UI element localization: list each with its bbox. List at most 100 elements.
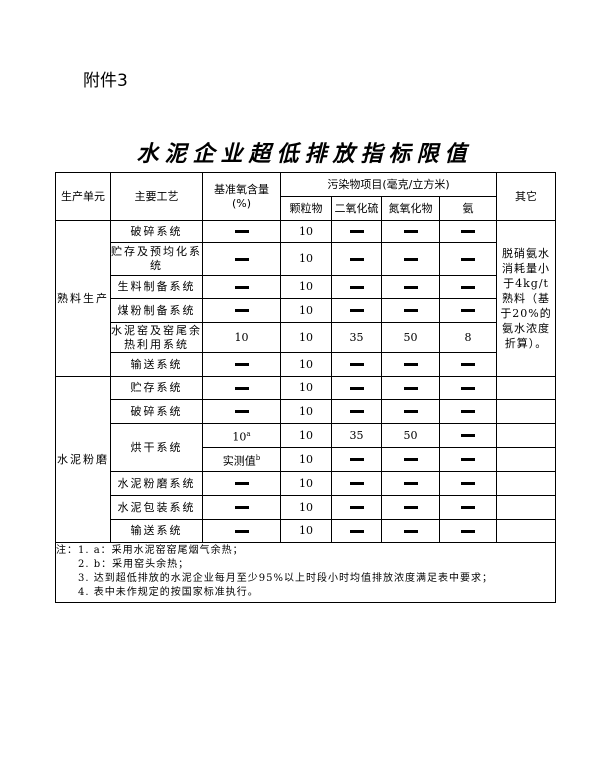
value-cell: 10a	[202, 423, 281, 448]
dash-mark	[234, 285, 249, 289]
process-cell: 贮存系统	[110, 376, 203, 400]
dash-mark	[403, 458, 418, 461]
value-none	[202, 275, 281, 299]
value-none	[331, 519, 382, 543]
table-row: 生料制备系统 10	[56, 275, 556, 299]
value-none	[438, 275, 498, 299]
value-none	[202, 519, 281, 543]
dash-mark	[234, 309, 249, 312]
other-cell-empty	[496, 447, 557, 472]
value-none	[438, 447, 498, 472]
process-cell: 输送系统	[110, 519, 203, 543]
dash-mark	[403, 386, 418, 390]
value-text: 8	[464, 330, 472, 344]
dash-mark	[461, 363, 476, 366]
value-none	[438, 220, 498, 243]
dash-mark	[461, 386, 476, 390]
value-none	[202, 399, 281, 424]
dash-mark	[234, 529, 249, 533]
dash-mark	[461, 506, 476, 509]
value-none	[331, 495, 382, 520]
value-none	[331, 242, 382, 276]
value-none	[438, 376, 498, 400]
attachment-label: 附件3	[83, 71, 128, 91]
table-row: 实测值b 10	[56, 447, 557, 472]
value-none	[438, 399, 498, 424]
value-none	[381, 495, 440, 520]
process-cell: 破碎系统	[110, 220, 203, 243]
other-cell-empty	[496, 495, 557, 520]
table-row: 烘干系统 10a 10 35 50	[56, 423, 557, 472]
value-cell: 10	[280, 220, 332, 243]
dash-mark	[349, 386, 364, 390]
value-none	[381, 447, 440, 472]
header-nox: 氮氧化物	[381, 196, 440, 221]
other-cell-empty	[496, 471, 557, 496]
value-none	[438, 471, 498, 496]
value-text: 10	[299, 280, 313, 293]
emission-limits-table: 生产单元 主要工艺 基准氧含量 (%) 污染物项目(毫克/立方米) 其它 颗粒物 …	[54, 172, 557, 603]
note-item: 3. 达到超低排放的水泥企业每月至少95%以上时段小时均值排放浓度满足表中要求；	[78, 573, 493, 584]
value-text: 10	[299, 524, 313, 537]
value-cell: 35	[331, 322, 382, 353]
other-cell-empty	[496, 519, 557, 543]
value-none	[331, 352, 382, 377]
value-text: 实测值	[222, 454, 256, 468]
value-none	[381, 471, 440, 496]
footnote-mark: a	[246, 429, 251, 438]
process-cell: 贮存及预均化系统	[110, 242, 203, 276]
value-none	[331, 220, 382, 243]
value-cell: 10	[202, 322, 281, 353]
header-oxygen-label: 基准氧含量	[214, 182, 269, 196]
value-cell: 10	[280, 275, 332, 299]
value-text: 10	[299, 303, 313, 317]
table-row: 水泥包装系统 10	[56, 495, 557, 520]
process-cell: 水泥包装系统	[110, 495, 203, 520]
dash-mark	[349, 309, 364, 312]
header-unit: 生产单元	[55, 172, 111, 221]
value-none	[202, 495, 281, 520]
header-particulate: 颗粒物	[280, 196, 332, 221]
dash-mark	[349, 285, 364, 289]
footnote-mark: b	[255, 453, 261, 462]
dash-mark	[234, 506, 249, 509]
table-row: 输送系统 10	[56, 519, 557, 543]
dash-mark	[234, 363, 249, 366]
header-other: 其它	[496, 172, 557, 221]
value-none	[381, 376, 440, 400]
dash-mark	[234, 257, 249, 261]
value-none	[202, 376, 281, 400]
header-so2: 二氧化硫	[331, 196, 382, 221]
value-none	[381, 352, 440, 377]
value-none	[331, 447, 382, 472]
dash-mark	[403, 230, 418, 233]
unit-cell: 水泥粉磨	[55, 376, 111, 543]
value-cell: 50	[381, 423, 440, 448]
other-cell-empty	[496, 423, 557, 448]
value-cell: 10	[280, 423, 332, 448]
dash-mark	[349, 506, 364, 509]
value-text: 10	[299, 428, 313, 442]
value-none	[381, 519, 440, 543]
value-text: 10	[299, 500, 313, 514]
value-cell: 10	[280, 376, 332, 400]
dash-mark	[461, 529, 476, 533]
value-cell: 10	[280, 242, 332, 276]
value-cell: 50	[381, 322, 440, 353]
value-text: 10	[299, 381, 313, 394]
value-none	[381, 399, 440, 424]
value-none	[331, 376, 382, 400]
value-text: 10	[232, 430, 247, 444]
table-row: 煤粉制备系统 10	[56, 298, 556, 323]
value-text: 10	[299, 252, 313, 265]
value-cell: 10	[280, 352, 332, 377]
value-none	[202, 352, 281, 377]
table-row: 熟料生产 破碎系统 10 脱硝氨水消耗量小于4kg/t熟料（基于20%的氨水浓度折算）…	[55, 220, 557, 377]
dash-mark	[461, 482, 476, 485]
value-none	[331, 298, 382, 323]
value-text: 35	[349, 330, 364, 344]
dash-mark	[349, 529, 364, 533]
dash-mark	[403, 506, 418, 509]
page-title: 水泥企业超低排放指标限值	[136, 141, 473, 167]
value-text: 10	[299, 404, 313, 418]
